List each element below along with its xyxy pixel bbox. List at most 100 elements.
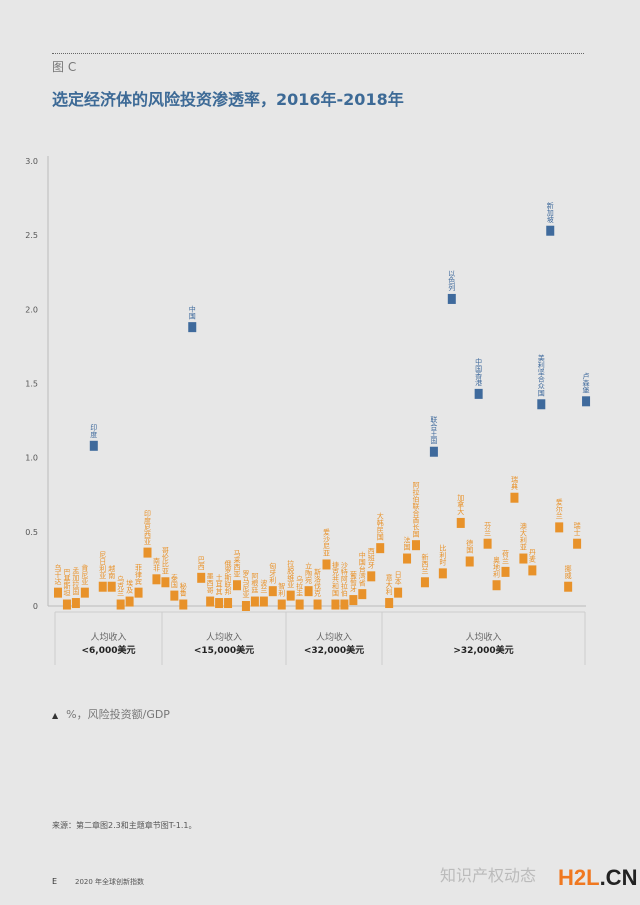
data-point (188, 322, 197, 333)
data-point (322, 559, 331, 570)
chart: 0 0.5 1.0 1.5 2.0 2.5 3.0 乌干达 巴基斯坦 孟加拉国 肯尼亚 印度尼日利亚越… (25, 156, 591, 665)
data-label: 瑞士 (573, 521, 581, 536)
data-label: 哥伦比亚 (161, 546, 169, 574)
data-label: 南非 (152, 556, 160, 572)
data-point (89, 440, 98, 451)
data-point (277, 599, 286, 610)
data-label: 联合王国 (430, 415, 438, 445)
data-label: 爱沙尼亚 (323, 528, 331, 556)
data-point (474, 388, 483, 399)
data-point (394, 587, 403, 598)
data-label: 阿根廷 (251, 572, 259, 595)
data-point (152, 574, 161, 585)
data-label: 葡萄牙 (349, 570, 357, 593)
chart-title: 选定经济体的风险投资渗透率，2016年-2018年 (52, 90, 404, 109)
data-label: 澳大利亚 (519, 522, 527, 551)
data-point (179, 599, 188, 610)
data-point (492, 580, 501, 591)
data-point (412, 540, 420, 551)
data-label: 奥地利 (493, 555, 501, 577)
data-label: 乌干达 (54, 563, 62, 586)
data-point (582, 396, 591, 407)
data-label: 加拿大 (457, 493, 465, 516)
group-label: 人均收入 (465, 631, 501, 643)
group-range: <32,000美元 (304, 644, 364, 656)
data-label: 巴基斯坦 (63, 569, 71, 597)
data-point (71, 598, 80, 609)
data-label: 智利 (278, 582, 286, 597)
data-label: 西班牙 (367, 547, 375, 569)
data-label: 泰国 (170, 573, 178, 589)
data-point (367, 571, 376, 582)
data-point (429, 446, 438, 457)
data-point (349, 595, 358, 606)
data-point (403, 553, 412, 564)
data-label: 丹麦 (528, 548, 536, 563)
data-point (125, 596, 134, 607)
data-label: 拉脱维亚 (287, 559, 295, 588)
data-point (170, 590, 179, 601)
data-label: 日本 (394, 571, 402, 586)
data-label: 肯尼亚 (81, 563, 89, 585)
data-label: 埃及 (126, 579, 134, 595)
data-label: 阿拉伯联合酋长国 (412, 480, 420, 538)
data-label: 立陶宛 (305, 561, 313, 584)
data-label: 挪威 (564, 564, 572, 580)
group-range: <15,000美元 (194, 644, 254, 656)
wechat-watermark: 知识产权动态 (440, 866, 537, 885)
data-point (447, 293, 456, 304)
data-point (215, 598, 224, 609)
group-range: >32,000美元 (453, 644, 513, 656)
data-label: 中国台湾省 (358, 550, 366, 587)
data-point (107, 581, 116, 592)
data-label: 乌克兰 (117, 575, 125, 597)
y-tick-label: 0.5 (25, 528, 38, 537)
y-tick-label: 1.5 (25, 380, 38, 389)
data-label: 匈牙利 (269, 561, 277, 583)
data-point (546, 225, 555, 236)
data-point (250, 596, 259, 607)
data-label: 沙特阿拉伯 (340, 562, 348, 598)
data-label: 卢森堡 (582, 371, 590, 393)
data-label: 捷克共和国 (331, 561, 339, 598)
group-label: 人均收入 (316, 631, 352, 643)
data-point (62, 599, 71, 610)
data-label: 印度尼西亚 (144, 510, 152, 545)
data-label: 美利坚合众国 (537, 353, 545, 397)
data-point (304, 586, 313, 597)
data-point (116, 599, 125, 610)
data-point (54, 587, 62, 598)
data-point (537, 399, 546, 410)
data-point (295, 599, 304, 610)
y-tick-label: 2.0 (25, 305, 38, 314)
data-label: 新加坡 (546, 201, 554, 224)
data-point (385, 598, 394, 609)
data-label: 罗马尼亚 (242, 570, 250, 598)
data-point (286, 590, 295, 601)
data-label: 法国 (403, 536, 411, 552)
dotted-rule (52, 53, 584, 54)
data-point (555, 522, 564, 533)
data-point (197, 572, 206, 583)
data-label: 德国 (466, 539, 474, 555)
source-note: 来源：第二章图2.3和主题章节图T-1.1。 (52, 821, 197, 830)
data-point (573, 538, 582, 549)
data-point (268, 586, 277, 597)
data-point (313, 599, 322, 610)
note-text: %，风险投资额/GDP (66, 708, 170, 721)
data-label: 瑞典 (510, 475, 518, 491)
group-label: 人均收入 (90, 631, 126, 643)
data-point (501, 566, 510, 577)
data-point (510, 492, 519, 503)
data-label: 斯洛伐克 (314, 568, 322, 598)
y-unit-note: ▲ %，风险投资额/GDP (52, 706, 170, 722)
footer-text: 2020 年全球创新指数 (75, 878, 145, 886)
data-label: 孟加拉国 (72, 566, 80, 596)
data-point (143, 547, 152, 558)
data-point (224, 598, 233, 609)
data-label: 越南 (108, 564, 116, 579)
data-label: 中国 (188, 304, 196, 320)
data-label: 俄罗斯联邦 (224, 559, 232, 596)
data-point (259, 596, 268, 607)
y-tick-label: 3.0 (25, 157, 38, 166)
